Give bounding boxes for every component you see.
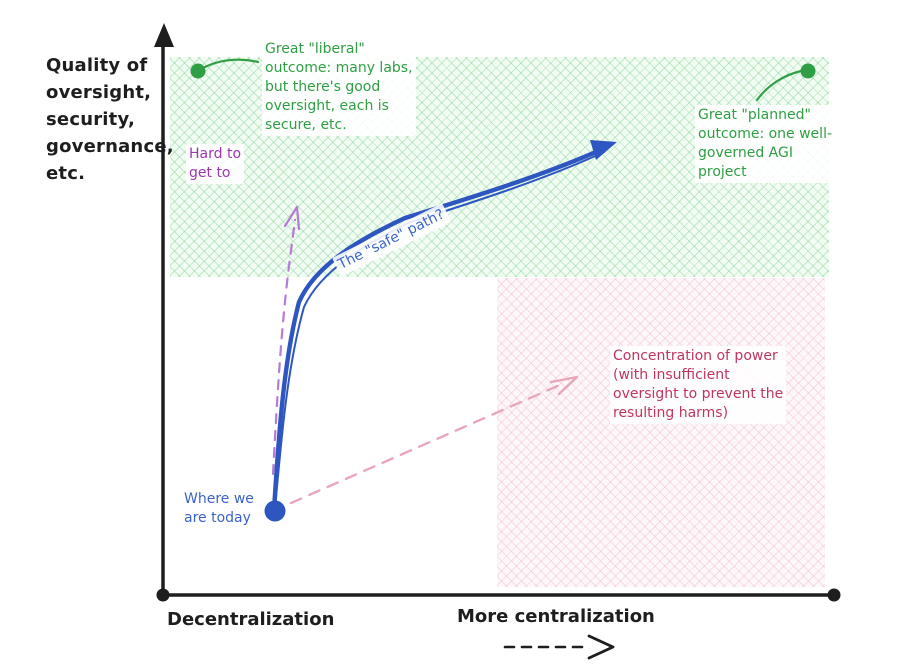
liberal-outcome-dot [190,63,206,79]
centralization-direction-arrowhead-icon [587,634,615,660]
hard-path-arrowhead-icon [283,205,301,231]
planned-outcome-dot [800,63,816,79]
y-axis-label: Quality of oversight, security, governan… [46,55,174,184]
concentration-of-power-region [497,278,825,587]
liberal-outcome-note: Great "liberal" outcome: many labs, but … [262,39,416,136]
liberal-outcome-connector [203,58,260,69]
origin-dot [156,588,170,602]
concentration-arrow-shaft [289,382,564,505]
safe-path-curve [271,145,608,513]
hard-path-arrow-shaft [271,218,297,476]
x-axis-label-more-centralization: More centralization [457,606,655,627]
centralization-direction-arrowhead-inner-icon [596,639,613,655]
where-we-are-today-note: Where we are today [181,489,257,529]
concentration-arrowhead-icon [549,375,579,396]
x-axis-label-decentralization: Decentralization [167,609,335,630]
x-axis-end-dot [827,588,841,602]
concentration-of-power-note: Concentration of power (with insufficien… [610,346,787,424]
hard-to-get-to-note: Hard to get to [186,144,245,184]
planned-outcome-note: Great "planned" outcome: one well- gover… [695,105,836,183]
current-state-dot [264,500,286,522]
safe-path-arrowhead-icon [590,140,617,160]
planned-outcome-connector [755,69,803,102]
y-axis-arrowhead-icon [154,23,174,47]
